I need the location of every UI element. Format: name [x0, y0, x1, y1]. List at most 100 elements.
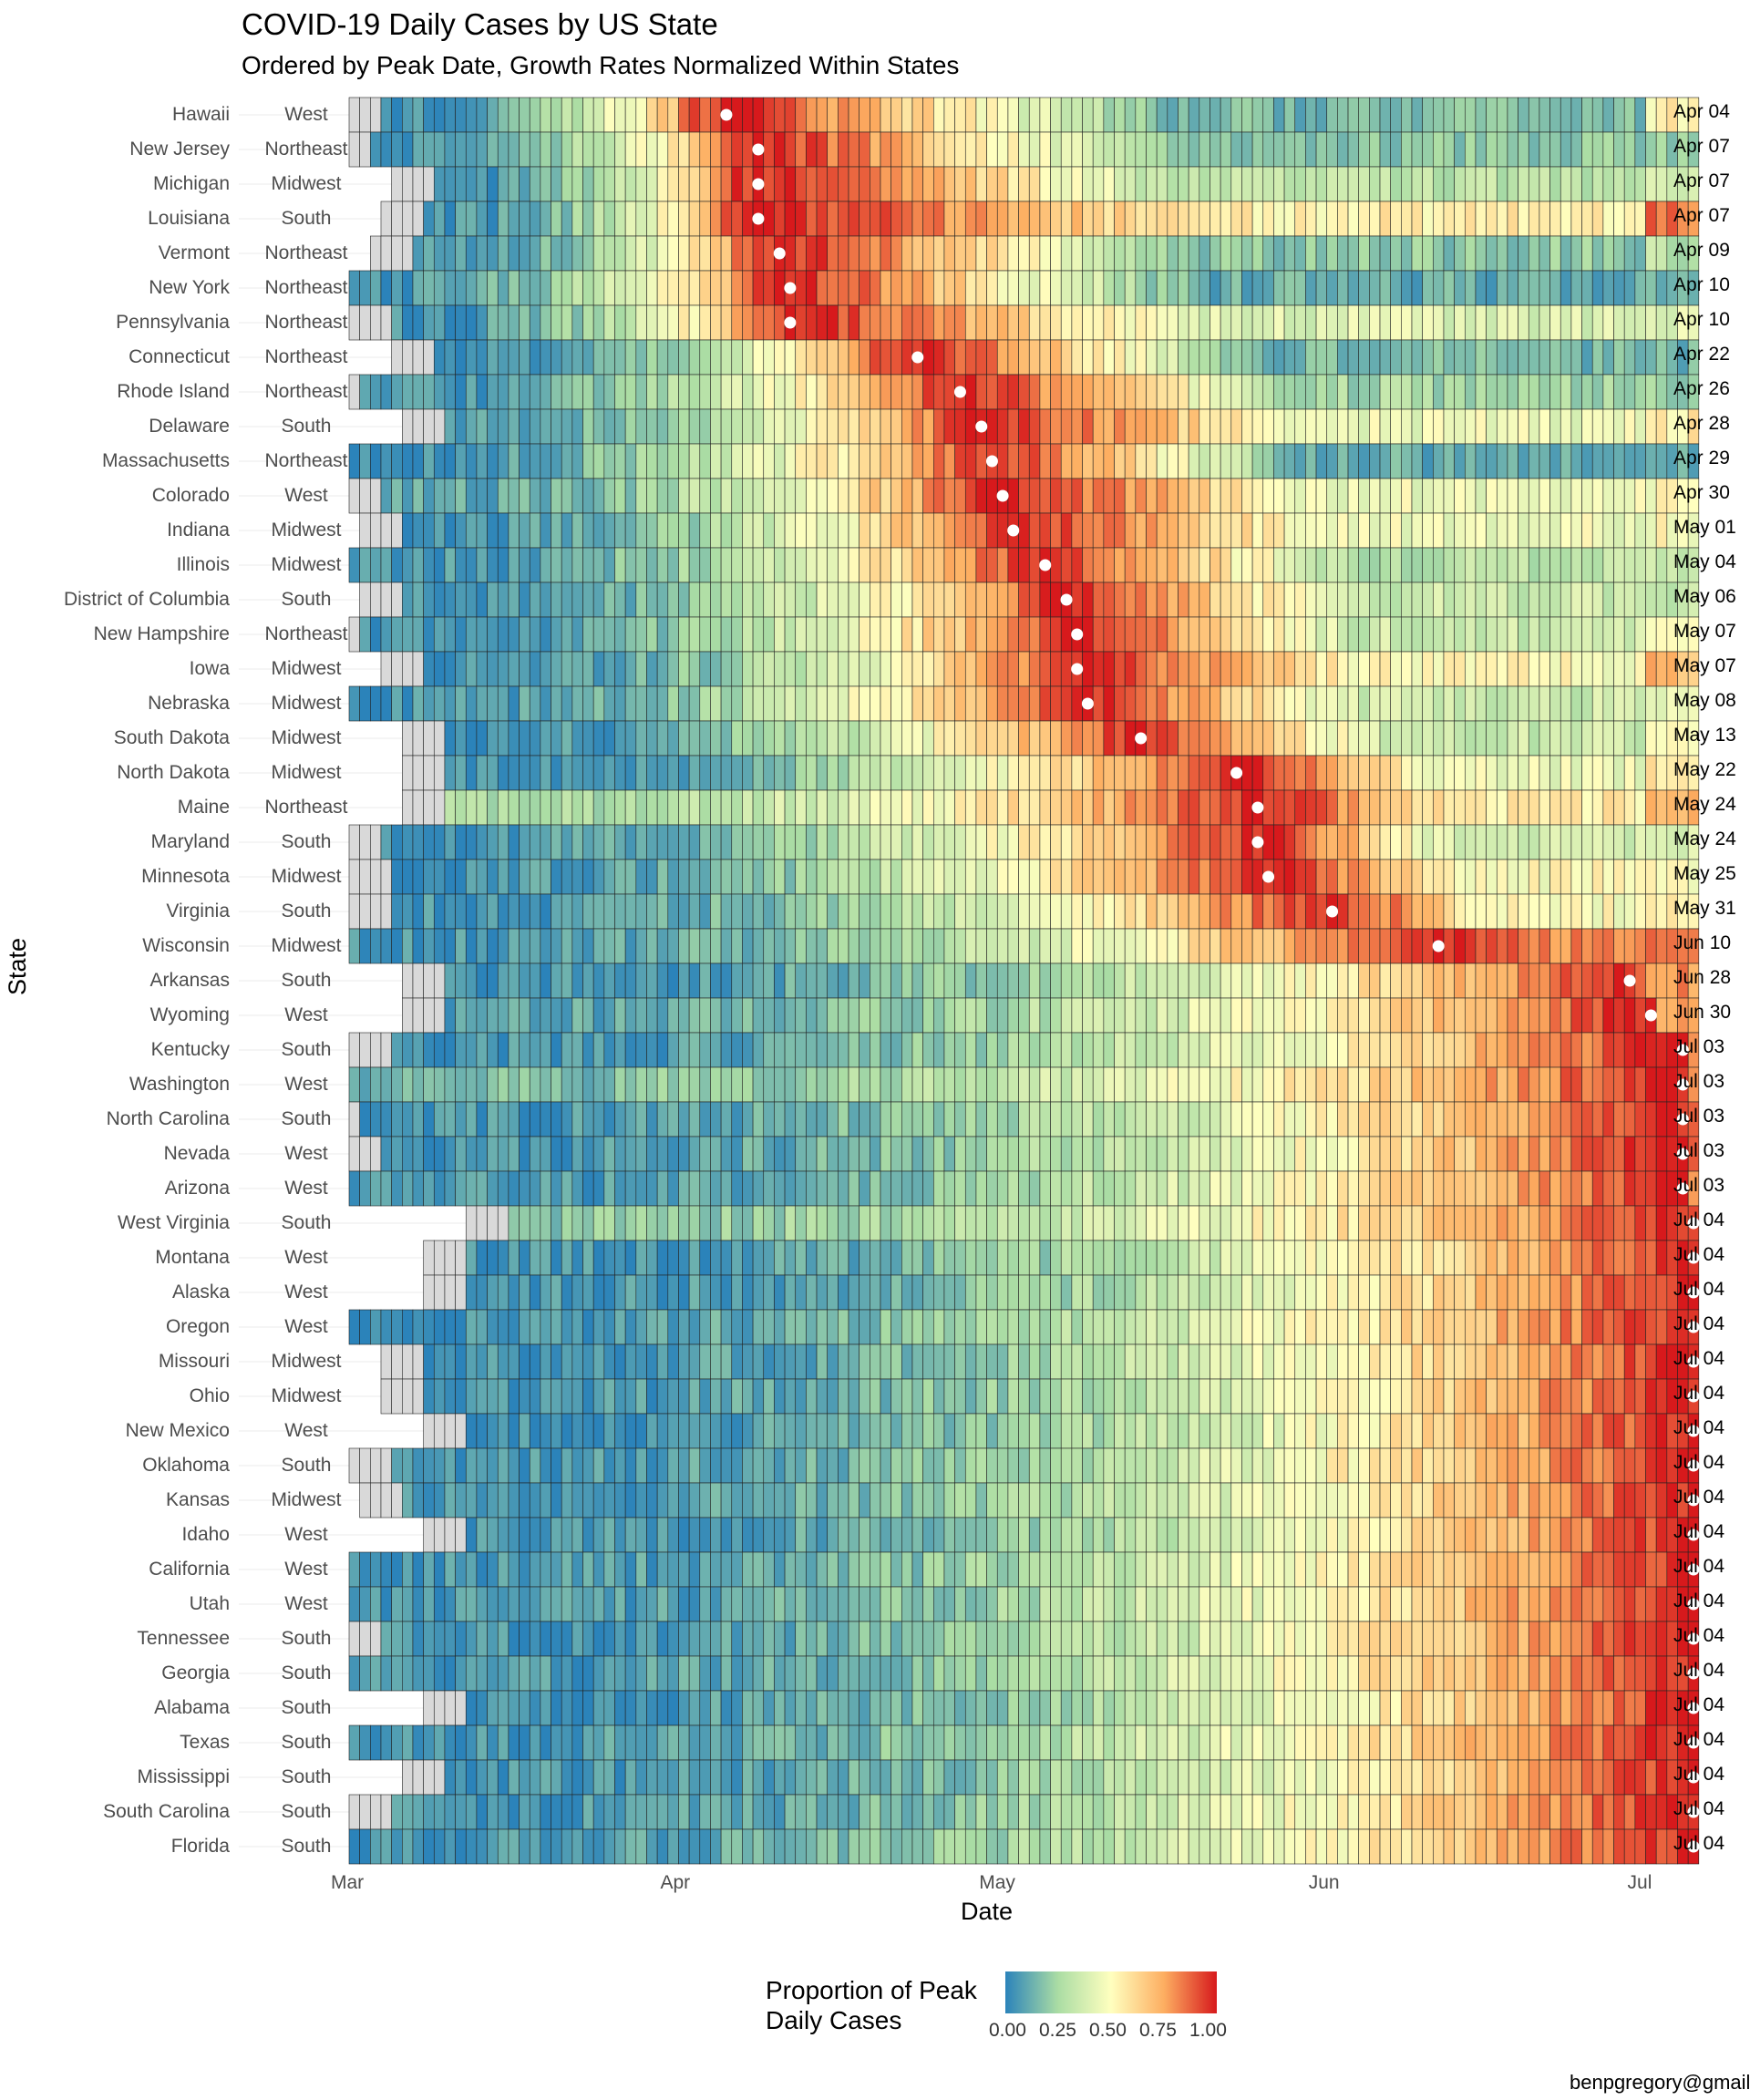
heatmap-cell [742, 166, 754, 202]
heatmap-cell [1634, 235, 1646, 272]
heatmap-cell [635, 1274, 647, 1311]
heatmap-cell [624, 616, 637, 653]
heatmap-cell [1230, 962, 1242, 999]
heatmap-cell [827, 582, 839, 618]
heatmap-cell [1199, 304, 1210, 341]
heatmap-cell [1539, 1205, 1550, 1241]
heatmap-cell [1570, 339, 1582, 376]
heatmap-cell [688, 582, 701, 618]
heatmap-cell [806, 1170, 818, 1207]
heatmap-cell [1358, 1274, 1370, 1311]
heatmap-cell [487, 893, 499, 930]
heatmap-cell [1220, 1378, 1232, 1415]
heatmap-cell [1060, 270, 1073, 306]
heatmap-cell [465, 824, 478, 860]
heatmap-cell [551, 97, 562, 133]
heatmap-cell [859, 1066, 870, 1103]
heatmap-cell [784, 235, 797, 272]
heatmap-cell [540, 235, 551, 272]
heatmap-cell [529, 685, 541, 722]
heatmap-cell [359, 1447, 371, 1484]
heatmap-cell [1050, 962, 1062, 999]
heatmap-cell [806, 928, 818, 964]
heatmap-cell [954, 304, 966, 341]
heatmap-cell [1146, 408, 1158, 445]
heatmap-cell [731, 270, 743, 306]
heatmap-cell [1156, 201, 1168, 237]
heatmap-cell [933, 374, 945, 410]
heatmap-cell [1486, 270, 1498, 306]
heatmap-cell [1315, 893, 1328, 930]
heatmap-cell [975, 1309, 987, 1345]
heatmap-cell [1496, 408, 1508, 445]
heatmap-cell [1283, 824, 1296, 860]
heatmap-cell [1465, 651, 1477, 687]
heatmap-cell [1018, 1378, 1030, 1415]
heatmap-cell [646, 1170, 658, 1207]
heatmap-cell [731, 789, 743, 826]
heatmap-cell [603, 824, 615, 860]
heatmap-cell [455, 1136, 467, 1172]
heatmap-cell [1251, 235, 1264, 272]
heatmap-cell [465, 1032, 478, 1068]
heatmap-cell [975, 893, 987, 930]
heatmap-cell [838, 1032, 849, 1068]
heatmap-cell [582, 651, 594, 687]
heatmap-cell [1210, 201, 1221, 237]
heatmap-row [348, 1101, 1700, 1138]
heatmap-cell [806, 1066, 818, 1103]
heatmap-cell [433, 651, 446, 687]
heatmap-cell [1092, 1032, 1105, 1068]
heatmap-cell [624, 962, 637, 999]
heatmap-cell [1560, 928, 1572, 964]
heatmap-cell [1210, 131, 1221, 168]
heatmap-cell [1549, 1378, 1561, 1415]
heatmap-cell [1230, 1136, 1242, 1172]
heatmap-cell [1251, 685, 1264, 722]
heatmap-cell [954, 1170, 966, 1207]
heatmap-cell [1039, 1032, 1051, 1068]
heatmap-cell [444, 824, 456, 860]
heatmap-cell [1422, 131, 1434, 168]
heatmap-cell [1465, 685, 1477, 722]
heatmap-cell [1135, 408, 1147, 445]
heatmap-cell [1528, 1378, 1540, 1415]
heatmap-cell [1486, 962, 1498, 999]
heatmap-cell [742, 374, 754, 410]
heatmap-cell [1602, 789, 1614, 826]
heatmap-cell [1496, 1101, 1508, 1138]
heatmap-cell [1486, 859, 1498, 895]
heatmap-cell [678, 1240, 690, 1276]
heatmap-cell [1273, 1066, 1285, 1103]
heatmap-cell [1475, 1032, 1487, 1068]
heatmap-cell [964, 720, 977, 757]
heatmap-cell [1422, 304, 1434, 341]
heatmap-cell [688, 443, 701, 479]
heatmap-cell [412, 1343, 424, 1380]
heatmap-cell [412, 478, 424, 514]
heatmap-cell [1645, 1205, 1657, 1241]
heatmap-cell [1294, 235, 1306, 272]
heatmap-cell [1210, 547, 1221, 583]
heatmap-cell [1050, 616, 1062, 653]
heatmap-cell [1007, 270, 1019, 306]
heatmap-cell [1103, 1378, 1115, 1415]
heatmap-cell [1124, 651, 1137, 687]
heatmap-cell [1220, 339, 1232, 376]
heatmap-cell [1443, 512, 1455, 549]
heatmap-cell [476, 1274, 488, 1311]
heatmap-cell [880, 547, 891, 583]
heatmap-cell [996, 547, 1009, 583]
heatmap-cell [1570, 997, 1582, 1034]
heatmap-cell [656, 1205, 669, 1241]
heatmap-cell [986, 859, 998, 895]
heatmap-cell [540, 824, 551, 860]
heatmap-cell [1634, 547, 1646, 583]
heatmap-cell [508, 235, 520, 272]
heatmap-cell [1210, 789, 1221, 826]
heatmap-cell [1273, 235, 1285, 272]
heatmap-cell [1581, 997, 1593, 1034]
heatmap-cell [551, 859, 562, 895]
heatmap-cell [880, 1066, 891, 1103]
heatmap-cell [975, 582, 987, 618]
